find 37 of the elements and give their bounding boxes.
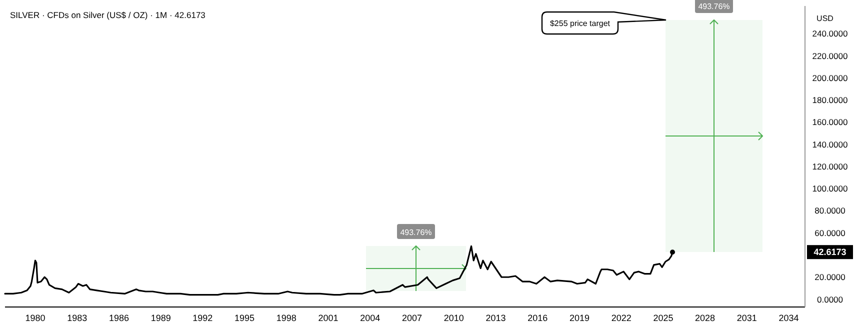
y-tick-label: 120.0000 — [812, 161, 848, 172]
y-tick-label: 20.0000 — [814, 272, 846, 282]
y-tick-label: 80.0000 — [814, 206, 846, 216]
text: SILVER · CFDs on Silver (US$ / OZ) · 1M · 42.6173 — [10, 10, 206, 20]
x-tick-label: 1986 — [108, 313, 129, 323]
x-tick-label: 2007 — [402, 313, 422, 323]
x-tick-label: 1995 — [234, 313, 255, 323]
y-tick-label: 60.0000 — [814, 228, 846, 238]
annotation: 493.76% — [400, 228, 432, 237]
x-tick-label: 2004 — [360, 313, 380, 323]
y-tick-label: 180.0000 — [812, 95, 848, 106]
x-tick-label: 2010 — [444, 313, 464, 323]
x-tick-label: 2025 — [653, 313, 674, 323]
x-tick-label: 1989 — [150, 313, 171, 323]
y-tick-label: 140.0000 — [812, 139, 848, 150]
y-tick-label: 42.6173 — [814, 247, 846, 258]
x-tick-label: 2001 — [318, 313, 338, 323]
x-tick-label: 1998 — [276, 313, 296, 323]
x-tick-label: 1983 — [67, 313, 88, 323]
x-tick-label: 2028 — [695, 313, 716, 323]
x-tick-label: 2013 — [486, 313, 506, 323]
y-tick-label: 100.0000 — [812, 184, 848, 194]
y-tick-label: 240.0000 — [812, 28, 848, 39]
y-axis-title: USD — [816, 14, 834, 23]
x-tick-label: 1992 — [192, 313, 213, 323]
annotation: 493.76% — [698, 2, 730, 11]
x-tick-label: 2034 — [778, 313, 799, 323]
y-tick-label: 220.0000 — [812, 50, 848, 61]
annotation: $255 price target — [550, 19, 611, 28]
y-tick-label: 160.0000 — [812, 117, 848, 128]
y-tick-label: 200.0000 — [812, 72, 848, 83]
y-tick-label: 0.0000 — [817, 294, 844, 304]
x-tick-label: 2019 — [569, 313, 590, 323]
x-tick-label: 2022 — [611, 313, 632, 323]
x-tick-label: 2031 — [736, 313, 757, 323]
x-tick-label: 1980 — [25, 313, 46, 323]
x-tick-label: 2016 — [528, 313, 548, 323]
